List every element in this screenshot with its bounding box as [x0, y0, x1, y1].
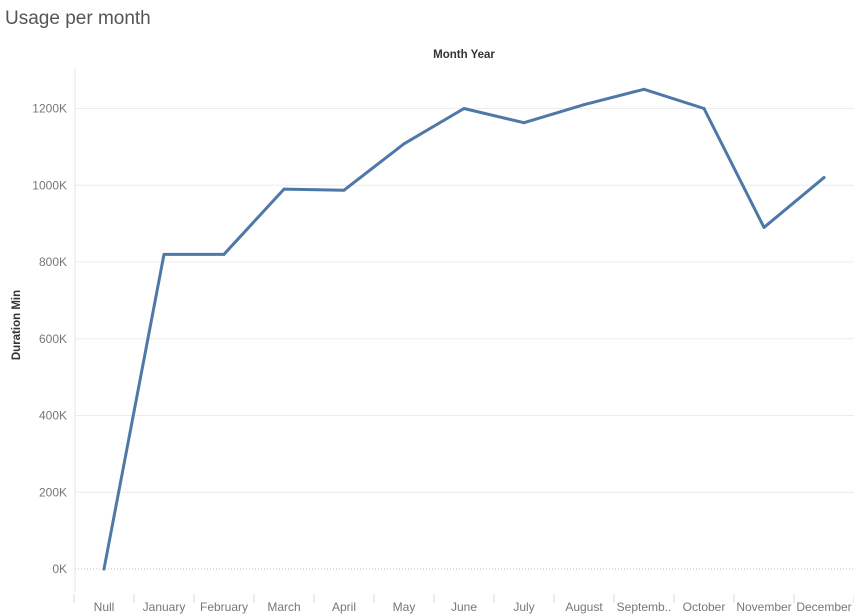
x-tick-label: August: [565, 600, 603, 614]
data-point: [282, 187, 286, 191]
y-tick-label: 1200K: [32, 102, 67, 116]
x-tick-label: July: [513, 600, 534, 614]
data-point: [222, 252, 226, 256]
data-point: [402, 142, 406, 146]
data-point: [582, 103, 586, 107]
y-tick-label: 0K: [52, 562, 67, 576]
gridlines: [75, 108, 854, 570]
y-tick-label: 200K: [39, 485, 67, 499]
y-axis-title: Duration Min: [11, 290, 23, 360]
x-tick-label: Null: [94, 600, 115, 614]
y-tick-labels: 0K 200K 400K 600K 800K 1000K 1200K: [32, 102, 67, 577]
x-tick-labels: Null January February March April May June July…: [94, 600, 852, 614]
x-tick-label: December: [796, 600, 851, 614]
data-point: [762, 225, 766, 229]
data-point: [102, 567, 106, 571]
y-tick-label: 600K: [39, 332, 67, 346]
chart-title: Usage per month: [5, 8, 151, 29]
x-tick-label: April: [332, 600, 356, 614]
data-point: [642, 87, 646, 91]
x-tick-label: November: [736, 600, 791, 614]
x-tick-label: February: [200, 600, 248, 614]
series: [102, 87, 826, 571]
axes: [73, 68, 854, 603]
y-tick-label: 1000K: [32, 178, 67, 192]
x-axis-title: Month Year: [433, 49, 495, 61]
y-tick-label: 800K: [39, 255, 67, 269]
x-tick-label: October: [683, 600, 726, 614]
y-tick-label: 400K: [39, 409, 67, 423]
series-line: [102, 87, 826, 571]
data-point: [822, 176, 826, 180]
data-point: [342, 188, 346, 192]
data-point: [522, 121, 526, 125]
data-point: [162, 252, 166, 256]
data-point: [702, 107, 706, 110]
x-tick-label: March: [267, 600, 300, 614]
data-point: [462, 107, 466, 110]
x-tick-label: May: [393, 600, 416, 614]
x-tick-label: January: [143, 600, 186, 614]
x-tick-label: June: [451, 600, 477, 614]
x-tick-label: Septemb..: [617, 600, 672, 614]
